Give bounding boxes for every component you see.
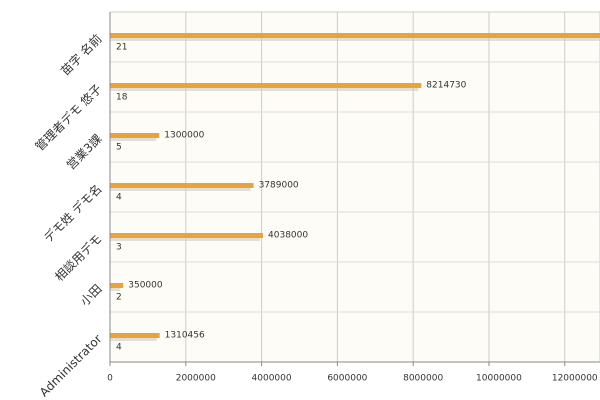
x-tick-label: 10000000: [476, 374, 522, 384]
bar: [110, 283, 124, 288]
bar: [110, 83, 422, 88]
bar-shadow: [110, 86, 419, 91]
y-tick-label: 小田: [78, 282, 105, 309]
x-tick-label: 0: [107, 374, 113, 384]
y-tick-label: 相談用デモ: [52, 231, 105, 284]
y-tick-label: Administrator: [37, 332, 105, 400]
value-label: 350000: [128, 281, 163, 291]
x-tick-label: 12000000: [552, 374, 598, 384]
bar: [110, 183, 254, 188]
bar-shadow: [110, 286, 121, 291]
value-label: 1310456: [165, 331, 205, 341]
value-label: 8214730: [426, 81, 466, 91]
count-label: 3: [116, 243, 122, 253]
bar-shadow: [110, 336, 157, 341]
count-label: 4: [116, 193, 122, 203]
y-tick-label: 苗字 名前: [57, 31, 104, 78]
bar: [110, 33, 600, 38]
count-label: 18: [116, 93, 128, 103]
bar-shadow: [110, 36, 600, 41]
count-label: 21: [116, 43, 127, 53]
x-tick-label: 8000000: [403, 374, 443, 384]
bar-shadow: [110, 236, 261, 241]
value-label: 3789000: [259, 181, 299, 191]
value-label: 1300000: [164, 131, 204, 141]
x-tick-label: 4000000: [252, 374, 292, 384]
count-label: 2: [116, 293, 122, 303]
bar: [110, 233, 264, 238]
x-tick-label: 6000000: [327, 374, 367, 384]
bar-shadow: [110, 136, 157, 141]
value-label: 4038000: [268, 231, 308, 241]
bar: [110, 133, 160, 138]
x-tick-label: 2000000: [176, 374, 216, 384]
bar: [110, 333, 160, 338]
count-label: 5: [116, 143, 122, 153]
bar-shadow: [110, 186, 251, 191]
count-label: 4: [116, 343, 122, 353]
y-tick-label: 営業3課: [63, 131, 104, 172]
